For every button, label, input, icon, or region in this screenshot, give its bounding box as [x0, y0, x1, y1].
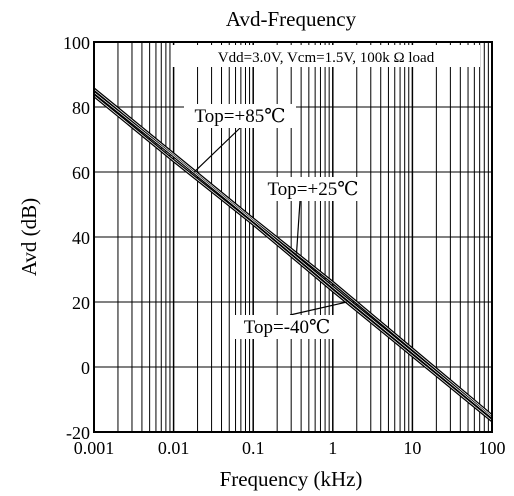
- annotation-leader-2: [289, 301, 347, 316]
- annotations: Top=+85℃ Top=+25℃ Top=-40℃: [184, 104, 370, 339]
- x-tick-label: 0.001: [74, 438, 115, 458]
- annotation-label-2: Top=-40℃: [244, 317, 331, 338]
- series-line-highlight-0: [93, 92, 493, 418]
- series-group: [92, 87, 494, 422]
- x-tick-label: 0.1: [242, 438, 265, 458]
- annotation-label-1: Top=+25℃: [268, 179, 359, 200]
- annotation-box-1: [256, 177, 370, 201]
- series-line-highlight-2: [93, 95, 493, 421]
- y-tick-label: 60: [72, 163, 90, 183]
- series-line-highlight-1: [93, 88, 493, 417]
- annotation-leader-0: [193, 127, 241, 173]
- plot-area: [92, 41, 494, 433]
- x-tick-label: 100: [479, 438, 506, 458]
- y-tick-label: 0: [81, 358, 90, 378]
- x-tick-labels: 0.001 0.01 0.1 1 10 100: [74, 438, 506, 458]
- y-tick-label: 100: [63, 33, 90, 53]
- x-tick-label: 1: [328, 438, 337, 458]
- y-tick-labels: -20 0 20 40 60 80 100: [63, 33, 90, 443]
- x-tick-label: 10: [403, 438, 421, 458]
- chart-title: Avd-Frequency: [226, 7, 357, 31]
- annotation-label-0: Top=+85℃: [195, 106, 286, 127]
- annotation-box-0: [184, 104, 296, 128]
- subtitle-background: [171, 45, 480, 67]
- y-axis-label: Avd (dB): [17, 198, 41, 276]
- y-tick-label: 80: [72, 98, 90, 118]
- chart-subtitle: Vdd=3.0V, Vcm=1.5V, 100k Ω load: [218, 50, 435, 66]
- y-tick-label: 40: [72, 228, 90, 248]
- subtitle-box: Vdd=3.0V, Vcm=1.5V, 100k Ω load: [171, 45, 480, 67]
- annotation-box-2: [234, 315, 340, 339]
- x-tick-label: 0.01: [158, 438, 190, 458]
- plot-frame: [93, 41, 493, 433]
- y-tick-label: 20: [72, 293, 90, 313]
- x-axis-label: Frequency (kHz): [220, 467, 363, 491]
- y-tick-label: -20: [66, 423, 90, 443]
- annotation-leader-1: [295, 200, 301, 254]
